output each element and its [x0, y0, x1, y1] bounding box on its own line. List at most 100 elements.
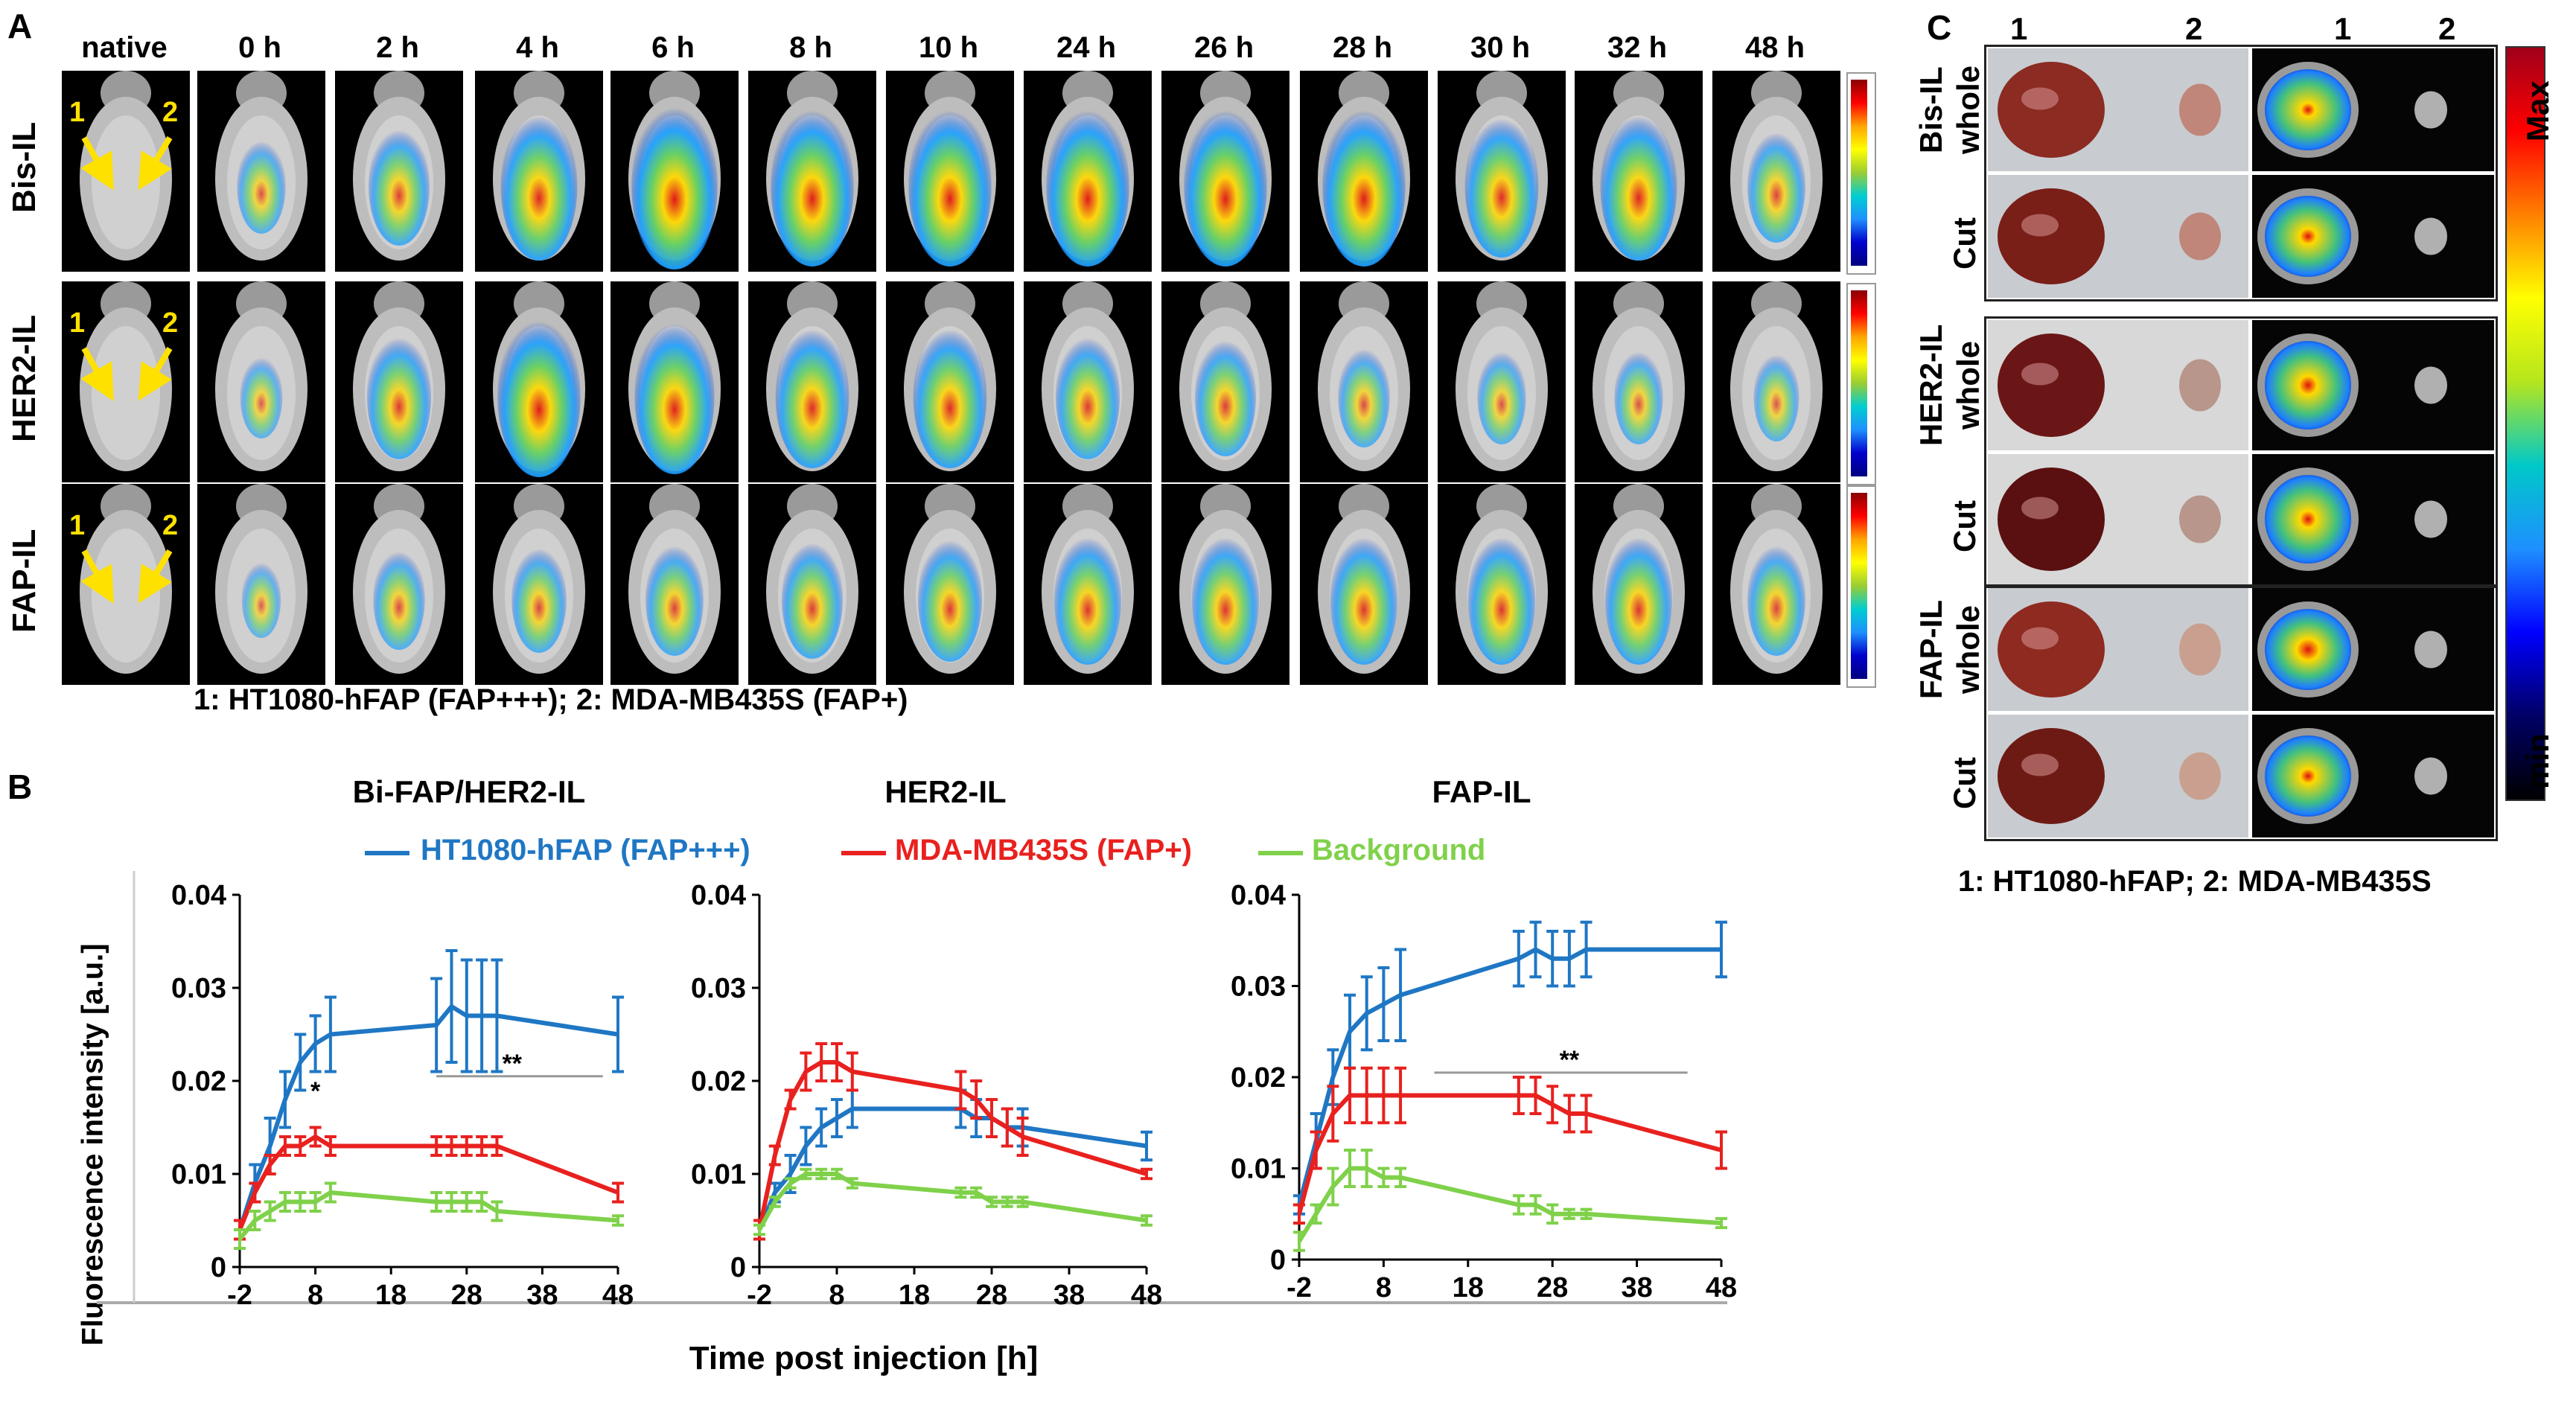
mouse-silhouette [766, 484, 858, 674]
organ-photo-drawing [1998, 188, 2221, 284]
mouse-silhouette [1179, 484, 1272, 674]
col-label-1b: 1 [2334, 11, 2352, 46]
mouse-silhouette [215, 281, 307, 471]
mouse-silhouette [628, 484, 721, 674]
mouse-silhouette [1179, 71, 1272, 267]
arrow-label: 1 [69, 510, 86, 541]
mouse-image [1438, 71, 1566, 272]
mouse-silhouette [1179, 281, 1272, 471]
y-tick-label: 0 [211, 1252, 226, 1283]
organ-fluorescence [2252, 48, 2494, 171]
organ-photo [1988, 454, 2248, 584]
time-label: native [81, 31, 168, 64]
x-tick-label: -2 [227, 1280, 252, 1311]
organ-fluorescence [2252, 454, 2494, 584]
mouse-image [748, 281, 876, 482]
mouse-image [610, 281, 739, 482]
time-label: 2 h [376, 31, 419, 64]
mouse-silhouette [1730, 281, 1823, 471]
x-tick-label: 28 [451, 1280, 482, 1311]
mouse-silhouette [904, 281, 996, 471]
mouse-image [1575, 484, 1703, 685]
row-label: Bis-IL [6, 121, 42, 214]
mouse-image [1161, 484, 1289, 685]
mouse-silhouette [628, 281, 721, 474]
mouse-image [886, 71, 1014, 272]
chart-title: HER2-IL [884, 774, 1007, 809]
organ-row-label: Cut [1947, 500, 1982, 553]
mouse-silhouette [353, 71, 445, 261]
mouse-image [475, 281, 603, 482]
color-scale-gradient [1851, 80, 1867, 266]
series-line [757, 1172, 1147, 1231]
y-tick-label: 0 [1270, 1245, 1286, 1276]
arrow-label: 2 [162, 307, 179, 339]
mouse-silhouette [904, 71, 996, 267]
y-tick-label: 0.04 [1231, 880, 1286, 911]
arrow-overlay [80, 346, 173, 401]
row-label: HER2-IL [6, 314, 42, 442]
y-tick-label: 0.02 [171, 1066, 226, 1097]
arrow-label: 2 [162, 510, 179, 541]
panel-a-letter: A [7, 7, 33, 45]
mouse-image [1438, 281, 1566, 482]
x-axis-label: Time post injection [h] [689, 1340, 1039, 1376]
mouse-silhouette [353, 281, 445, 471]
organ-row-label: whole [1951, 66, 1986, 155]
row-label: FAP-IL [6, 529, 42, 633]
significance-marker: ** [1560, 1046, 1580, 1074]
mouse-image [610, 71, 739, 272]
y-tick-label: 0.01 [691, 1159, 746, 1190]
mouse-silhouette [1593, 484, 1685, 674]
mouse-silhouette [1456, 281, 1548, 471]
organ-fluorescence-drawing [2257, 334, 2447, 437]
mouse-image [197, 281, 325, 482]
organ-photo [1988, 715, 2248, 837]
mouse-image [1575, 281, 1703, 482]
x-tick-label: 48 [1131, 1280, 1162, 1311]
arrow-overlay [80, 549, 173, 604]
y-tick-label: 0.03 [171, 973, 226, 1004]
time-label: 32 h [1607, 31, 1668, 64]
mouse-silhouette [80, 281, 172, 471]
organ-group-label: HER2-IL [1913, 324, 1948, 447]
mouse-silhouette [766, 281, 858, 471]
scale-max-label: Max [2520, 80, 2555, 141]
mouse-silhouette [1318, 484, 1410, 674]
mouse-silhouette [215, 484, 307, 674]
x-tick-label: 48 [1706, 1272, 1737, 1303]
color-scale-bar [1846, 485, 1876, 688]
time-label: 26 h [1193, 31, 1254, 64]
organ-fluorescence-drawing [2257, 62, 2447, 158]
mouse-silhouette [80, 484, 172, 674]
organ-group-frame [1984, 316, 2498, 588]
organ-row-label: whole [1951, 341, 1986, 430]
mouse-silhouette [628, 71, 721, 269]
organ-fluorescence [2252, 715, 2494, 837]
color-scale-gradient [1851, 290, 1867, 476]
x-tick-label: 8 [1376, 1272, 1391, 1303]
mouse-image [475, 484, 603, 685]
mouse-silhouette [1456, 484, 1548, 674]
mouse-image [1161, 71, 1289, 272]
mouse-silhouette [1318, 281, 1410, 471]
organ-fluorescence-drawing [2257, 188, 2447, 284]
mouse-image [886, 484, 1014, 685]
mouse-silhouette [215, 71, 307, 261]
mouse-image [335, 281, 463, 482]
color-scale-gradient [1851, 493, 1867, 679]
x-tick-label: 28 [976, 1280, 1007, 1311]
organ-fluorescence-drawing [2257, 601, 2447, 698]
significance-marker: ** [503, 1050, 523, 1078]
time-label: 6 h [651, 31, 695, 64]
organ-photo-drawing [1998, 467, 2221, 571]
y-tick-label: 0.04 [171, 880, 226, 911]
x-tick-label: -2 [1287, 1272, 1312, 1303]
series-line [1297, 1166, 1722, 1243]
series-line [237, 1190, 619, 1241]
x-tick-label: 28 [1537, 1272, 1568, 1303]
mouse-silhouette [1456, 71, 1548, 261]
organ-photo-drawing [1998, 334, 2221, 437]
organ-fluorescence-drawing [2257, 728, 2447, 824]
x-tick-label: -2 [747, 1280, 772, 1311]
